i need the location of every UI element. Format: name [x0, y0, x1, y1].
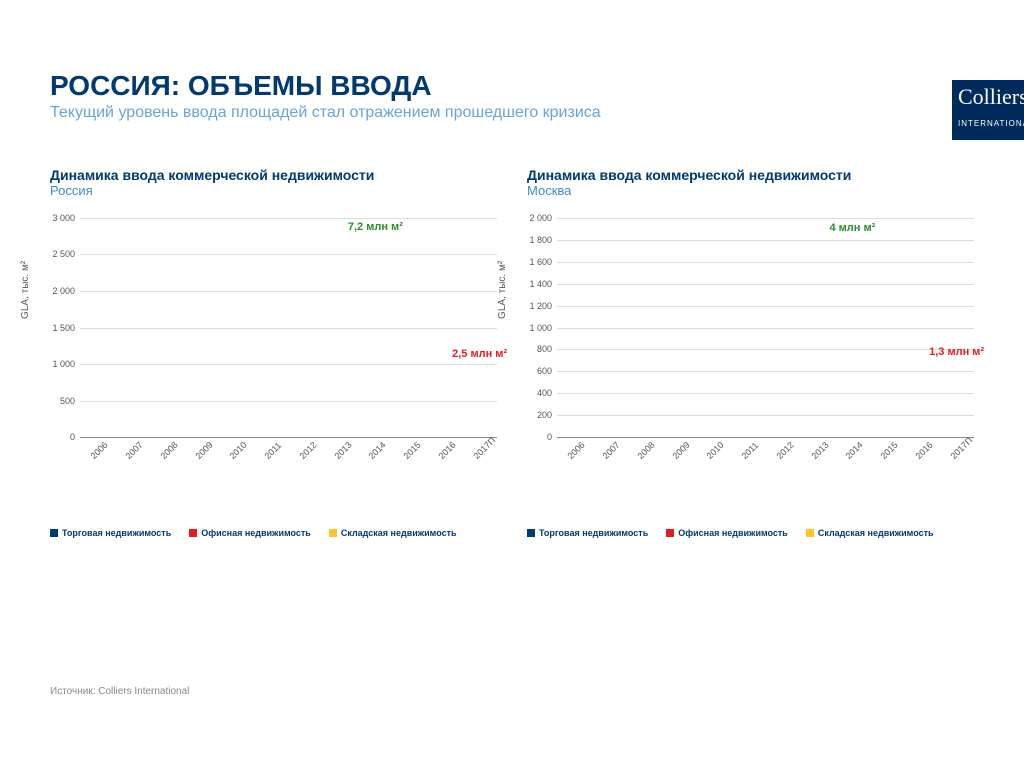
chart-region: Россия: [50, 183, 497, 198]
chart-title: Динамика ввода коммерческой недвижимости: [50, 167, 497, 183]
legend-swatch: [666, 529, 674, 537]
x-tick: 2006: [89, 440, 110, 461]
chart-title: Динамика ввода коммерческой недвижимости: [527, 167, 974, 183]
legend: Торговая недвижимость Офисная недвижимост…: [50, 528, 497, 538]
page-title: РОССИЯ: ОБЪЕМЫ ВВОДА: [50, 70, 974, 102]
x-tick: 2011: [263, 440, 284, 461]
x-tick: 2009: [193, 440, 214, 461]
charts-row: Динамика ввода коммерческой недвижимости…: [50, 167, 974, 538]
y-tick: 2 000: [522, 213, 552, 223]
legend-label: Торговая недвижимость: [62, 528, 171, 538]
legend-label: Торговая недвижимость: [539, 528, 648, 538]
y-tick: 0: [522, 432, 552, 442]
legend-item: Складская недвижимость: [806, 528, 934, 538]
y-tick: 2 000: [45, 286, 75, 296]
x-tick: 2017П: [948, 435, 974, 461]
brand-logo: Colliers INTERNATIONAL: [952, 80, 1024, 140]
source-note: Источник: Colliers International: [50, 686, 189, 697]
legend-item: Офисная недвижимость: [189, 528, 311, 538]
x-tick: 2013: [809, 440, 830, 461]
y-tick: 600: [522, 366, 552, 376]
y-tick: 400: [522, 388, 552, 398]
plot: 02004006008001 0001 2001 4001 6001 8002 …: [557, 218, 974, 438]
chart-area: GLA, тыс. м²05001 0001 5002 0002 5003 00…: [50, 218, 497, 478]
y-tick: 1 400: [522, 279, 552, 289]
y-tick: 800: [522, 344, 552, 354]
y-tick: 3 000: [45, 213, 75, 223]
legend-label: Офисная недвижимость: [678, 528, 788, 538]
x-tick: 2015: [402, 440, 423, 461]
y-tick: 1 000: [45, 359, 75, 369]
legend-swatch: [189, 529, 197, 537]
chart-annotation: 7,2 млн м²: [348, 221, 403, 233]
plot: 05001 0001 5002 0002 5003 00020062007200…: [80, 218, 497, 438]
chart-annotation: 2,5 млн м²: [452, 348, 507, 360]
bars-container: 2006200720082009201020112012201320142015…: [80, 218, 497, 437]
legend-label: Складская недвижимость: [818, 528, 934, 538]
legend-swatch: [806, 529, 814, 537]
y-tick: 1 500: [45, 323, 75, 333]
legend-swatch: [527, 529, 535, 537]
x-tick: 2014: [844, 440, 865, 461]
bars-container: 2006200720082009201020112012201320142015…: [557, 218, 974, 437]
x-tick: 2008: [635, 440, 656, 461]
x-tick: 2007: [601, 440, 622, 461]
legend: Торговая недвижимость Офисная недвижимост…: [527, 528, 974, 538]
legend-swatch: [50, 529, 58, 537]
x-tick: 2010: [705, 440, 726, 461]
page-subtitle: Текущий уровень ввода площадей стал отра…: [50, 104, 974, 122]
x-tick: 2011: [740, 440, 761, 461]
y-tick: 500: [45, 396, 75, 406]
legend-swatch: [329, 529, 337, 537]
x-tick: 2015: [879, 440, 900, 461]
chart-annotation: 1,3 млн м²: [929, 346, 984, 358]
legend-item: Торговая недвижимость: [527, 528, 648, 538]
x-tick: 2009: [670, 440, 691, 461]
y-tick: 0: [45, 432, 75, 442]
x-tick: 2010: [228, 440, 249, 461]
y-tick: 1 200: [522, 301, 552, 311]
slide: Colliers INTERNATIONAL РОССИЯ: ОБЪЕМЫ ВВ…: [0, 0, 1024, 767]
x-tick: 2016: [436, 440, 457, 461]
chart-annotation: 4 млн м²: [829, 222, 875, 234]
legend-item: Офисная недвижимость: [666, 528, 788, 538]
y-tick: 1 000: [522, 323, 552, 333]
chart-panel: Динамика ввода коммерческой недвижимости…: [527, 167, 974, 538]
y-tick: 200: [522, 410, 552, 420]
y-axis-label: GLA, тыс. м²: [497, 261, 508, 319]
x-tick: 2016: [913, 440, 934, 461]
x-tick: 2006: [566, 440, 587, 461]
x-tick: 2012: [774, 440, 795, 461]
x-tick: 2014: [367, 440, 388, 461]
y-tick: 1 800: [522, 235, 552, 245]
x-tick: 2013: [332, 440, 353, 461]
x-tick: 2007: [124, 440, 145, 461]
y-tick: 1 600: [522, 257, 552, 267]
chart-area: GLA, тыс. м²02004006008001 0001 2001 400…: [527, 218, 974, 478]
x-tick: 2012: [297, 440, 318, 461]
chart-panel: Динамика ввода коммерческой недвижимости…: [50, 167, 497, 538]
logo-subtext: INTERNATIONAL: [958, 119, 1024, 128]
chart-region: Москва: [527, 183, 974, 198]
legend-item: Торговая недвижимость: [50, 528, 171, 538]
legend-label: Складская недвижимость: [341, 528, 457, 538]
legend-item: Складская недвижимость: [329, 528, 457, 538]
x-tick: 2008: [158, 440, 179, 461]
y-axis-label: GLA, тыс. м²: [20, 261, 31, 319]
y-tick: 2 500: [45, 249, 75, 259]
legend-label: Офисная недвижимость: [201, 528, 311, 538]
logo-text: Colliers: [958, 84, 1024, 109]
x-tick: 2017П: [471, 435, 497, 461]
